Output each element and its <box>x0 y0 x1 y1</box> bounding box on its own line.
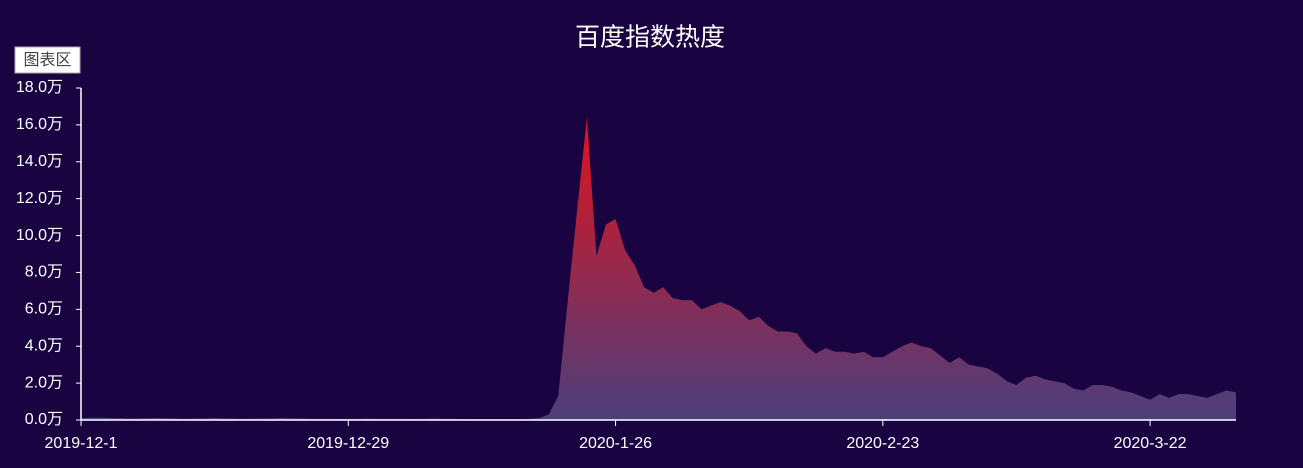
y-tick-label: 0.0万 <box>25 411 63 428</box>
x-tick-label: 2019-12-1 <box>45 435 118 452</box>
chart-title: 百度指数热度 <box>575 24 725 52</box>
y-tick-label: 8.0万 <box>25 264 63 281</box>
x-tick-label: 2020-2-23 <box>846 435 919 452</box>
y-tick-label: 10.0万 <box>16 227 63 244</box>
area <box>81 117 1236 420</box>
y-tick-label: 16.0万 <box>16 116 63 133</box>
y-tick-label: 4.0万 <box>25 337 63 354</box>
x-tick-label: 2020-1-26 <box>579 435 652 452</box>
y-tick-label: 2.0万 <box>25 374 63 391</box>
x-tick-label: 2020-3-22 <box>1114 435 1187 452</box>
y-tick-label: 18.0万 <box>16 79 63 96</box>
x-tick-label: 2019-12-29 <box>307 435 389 452</box>
y-tick-label: 6.0万 <box>25 301 63 318</box>
label-text: 图表区 <box>23 51 71 69</box>
y-tick-label: 12.0万 <box>16 190 63 207</box>
label-box <box>14 46 81 74</box>
y-tick-label: 14.0万 <box>16 153 63 170</box>
